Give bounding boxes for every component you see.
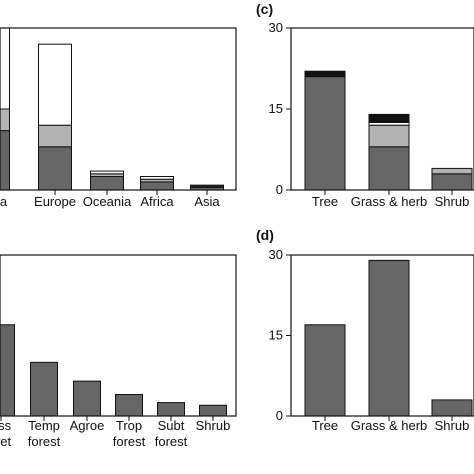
x-tick-label: Agroe xyxy=(70,418,105,433)
x-tick-label: Shrub xyxy=(196,418,231,433)
x-tick-label: Europe xyxy=(34,194,76,209)
x-tick-label: Tree xyxy=(312,194,338,209)
bar-segment xyxy=(0,108,10,132)
bar-segment xyxy=(431,173,473,191)
x-tick-label: Grass & herb xyxy=(351,194,428,209)
bar-segment xyxy=(38,146,72,191)
bar-segment xyxy=(190,184,224,187)
bar-segment xyxy=(199,404,227,417)
x-tick-label: Shrub xyxy=(435,418,470,433)
x-tick-label: erica xyxy=(0,194,8,209)
bar-segment xyxy=(140,176,174,180)
y-tick-label: 15 xyxy=(269,328,283,343)
plot-frame xyxy=(0,254,237,417)
bar-segment xyxy=(30,361,58,417)
bar-segment xyxy=(38,124,72,148)
x-tick-label: asswet xyxy=(0,418,12,449)
bar-segment xyxy=(90,170,124,175)
y-tick-label: 0 xyxy=(276,182,283,197)
bar-segment xyxy=(431,167,473,175)
bar-segment xyxy=(368,146,410,191)
bar-segment xyxy=(115,394,143,417)
bar-segment xyxy=(38,43,72,126)
x-tick-label: Asia xyxy=(194,194,220,209)
bar-segment xyxy=(431,399,473,417)
bar-segment xyxy=(73,380,101,417)
y-tick-label: 30 xyxy=(269,20,283,35)
y-tick-label: 30 xyxy=(269,247,283,262)
bar-segment xyxy=(140,181,174,191)
x-tick-label: Tree xyxy=(312,418,338,433)
bar-segment xyxy=(368,124,410,148)
panel-label: (d) xyxy=(256,227,274,243)
bar-segment xyxy=(368,113,410,124)
bar-segment xyxy=(90,176,124,191)
bar-segment xyxy=(0,324,15,417)
bar-segment xyxy=(304,70,346,78)
x-tick-label: Oceania xyxy=(83,194,132,209)
x-tick-label: Temp forest xyxy=(28,418,61,449)
x-tick-label: Shrub xyxy=(435,194,470,209)
x-tick-label: Africa xyxy=(140,194,174,209)
x-tick-label: Grass & herb xyxy=(351,418,428,433)
bar-segment xyxy=(0,27,10,110)
bar-segment xyxy=(0,130,10,191)
bar-segment xyxy=(304,76,346,191)
x-tick-label: Trop forest xyxy=(113,418,146,449)
y-tick-label: 0 xyxy=(276,408,283,423)
y-tick-label: 15 xyxy=(269,101,283,116)
x-tick-label: Subt forest xyxy=(155,418,188,449)
bar-segment xyxy=(368,259,410,417)
bar-segment xyxy=(157,402,185,417)
bar-segment xyxy=(304,324,346,417)
panel-label: (c) xyxy=(256,1,273,17)
plot-frame xyxy=(0,27,237,191)
